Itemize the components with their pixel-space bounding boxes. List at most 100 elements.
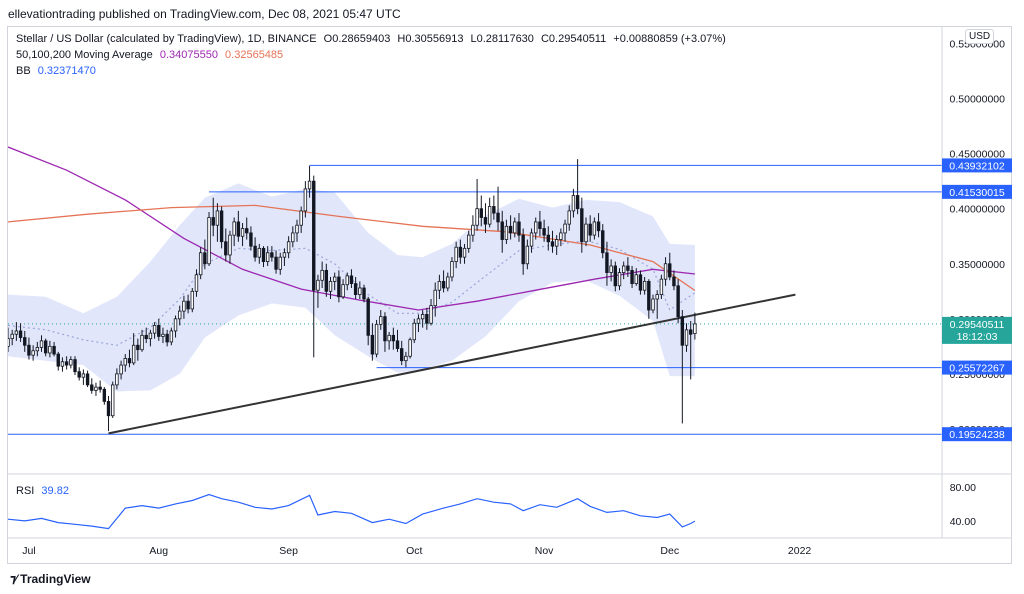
candle-body	[446, 276, 450, 289]
candle-body	[43, 340, 48, 354]
candle-body	[161, 333, 165, 337]
candle-body	[312, 180, 316, 291]
candle-body	[178, 310, 182, 320]
candle	[366, 296, 370, 346]
candle	[316, 274, 320, 308]
candle-body	[534, 221, 538, 234]
axes: 0.550000000.500000000.450000000.40000000…	[8, 27, 1012, 557]
horizontal-levels[interactable]	[8, 164, 942, 435]
candle	[534, 217, 538, 240]
candle	[224, 228, 228, 262]
candle-body	[224, 241, 228, 256]
candle-body	[270, 252, 274, 258]
candle-body	[467, 234, 471, 249]
candle	[14, 322, 19, 341]
candle-body	[69, 359, 73, 366]
candle	[471, 215, 475, 242]
time-tick-label: Sep	[279, 545, 298, 557]
candle-body	[693, 323, 697, 334]
candle-body	[362, 287, 366, 300]
tradingview-logo[interactable]: ⁊⁄ TradingView	[10, 572, 91, 586]
candle	[404, 351, 408, 368]
ohlc-open: O0.28659403	[323, 33, 391, 45]
candle-body	[228, 234, 232, 256]
candle-body	[504, 225, 509, 240]
candle	[626, 257, 630, 277]
bb-label[interactable]: BB	[16, 65, 31, 77]
level-price-tag-text: 0.19524238	[949, 429, 1005, 441]
candle-body	[353, 283, 358, 295]
candle-body	[647, 280, 651, 311]
candle-body	[655, 294, 659, 300]
candle	[136, 338, 140, 361]
candle-body	[358, 287, 362, 295]
candle	[219, 206, 224, 249]
candle	[286, 236, 291, 259]
candle	[236, 210, 241, 242]
currency-button[interactable]: USD	[965, 29, 995, 44]
candle-body	[525, 245, 530, 265]
candle	[144, 327, 148, 344]
candle-body	[588, 223, 592, 236]
rsi-line	[7, 493, 696, 530]
rsi-label[interactable]: RSI	[16, 485, 35, 497]
candle-body	[169, 330, 174, 343]
candle	[538, 210, 542, 237]
candle	[198, 247, 203, 280]
candle-body	[462, 247, 467, 258]
candle	[94, 382, 98, 396]
candle	[525, 239, 530, 270]
candle-body	[425, 314, 429, 324]
candle	[152, 322, 157, 339]
candle	[559, 228, 563, 247]
ma-value-1: 0.34075550	[159, 49, 218, 61]
candle-body	[48, 345, 52, 354]
candle	[504, 219, 509, 244]
candle-body	[119, 364, 123, 375]
candle-body	[513, 221, 517, 234]
candle	[295, 219, 299, 242]
candle-body	[282, 252, 287, 258]
candle-body	[265, 252, 270, 262]
candle-body	[144, 334, 148, 340]
ohlc-high: H0.30556913	[397, 33, 464, 45]
candle-body	[379, 316, 383, 325]
ma-label[interactable]: 50,100,200 Moving Average	[16, 49, 153, 61]
ohlc-change: +0.00880859 (+3.07%)	[613, 33, 726, 45]
level-price-tag	[942, 184, 1012, 199]
candle-body	[295, 224, 299, 234]
candle	[215, 203, 220, 242]
candle	[450, 257, 454, 282]
candle	[663, 257, 668, 286]
candle	[123, 354, 127, 372]
level-price-tag-text: 0.41530015	[949, 187, 1005, 199]
symbol-legend: Stellar / US Dollar (calculated by Tradi…	[16, 33, 730, 45]
candle-body	[400, 348, 404, 362]
candle	[161, 327, 165, 344]
candle	[211, 197, 215, 237]
price-tick-label: 0.40000000	[950, 204, 1006, 216]
candle-body	[291, 232, 295, 243]
candle-body	[613, 265, 618, 287]
candle	[77, 367, 81, 381]
candle	[182, 295, 186, 319]
last-price-tag	[942, 316, 1012, 344]
candle	[127, 349, 132, 368]
candle-body	[115, 373, 119, 386]
symbol-name[interactable]: Stellar / US Dollar (calculated by Tradi…	[16, 33, 317, 45]
candlesticks	[8, 159, 697, 432]
last-price-tag-text: 0.29540511	[950, 319, 1005, 331]
candle	[173, 315, 178, 338]
candle-body	[64, 361, 69, 366]
candle-body	[642, 280, 647, 291]
candle	[64, 356, 69, 370]
moving-average-line-2	[8, 204, 696, 292]
candle	[655, 290, 659, 319]
candle-body	[404, 355, 408, 362]
candle	[165, 329, 169, 347]
candle-body	[316, 279, 320, 291]
bb-legend: BB 0.32371470	[16, 65, 100, 77]
candle	[10, 329, 14, 346]
candle	[659, 274, 664, 300]
